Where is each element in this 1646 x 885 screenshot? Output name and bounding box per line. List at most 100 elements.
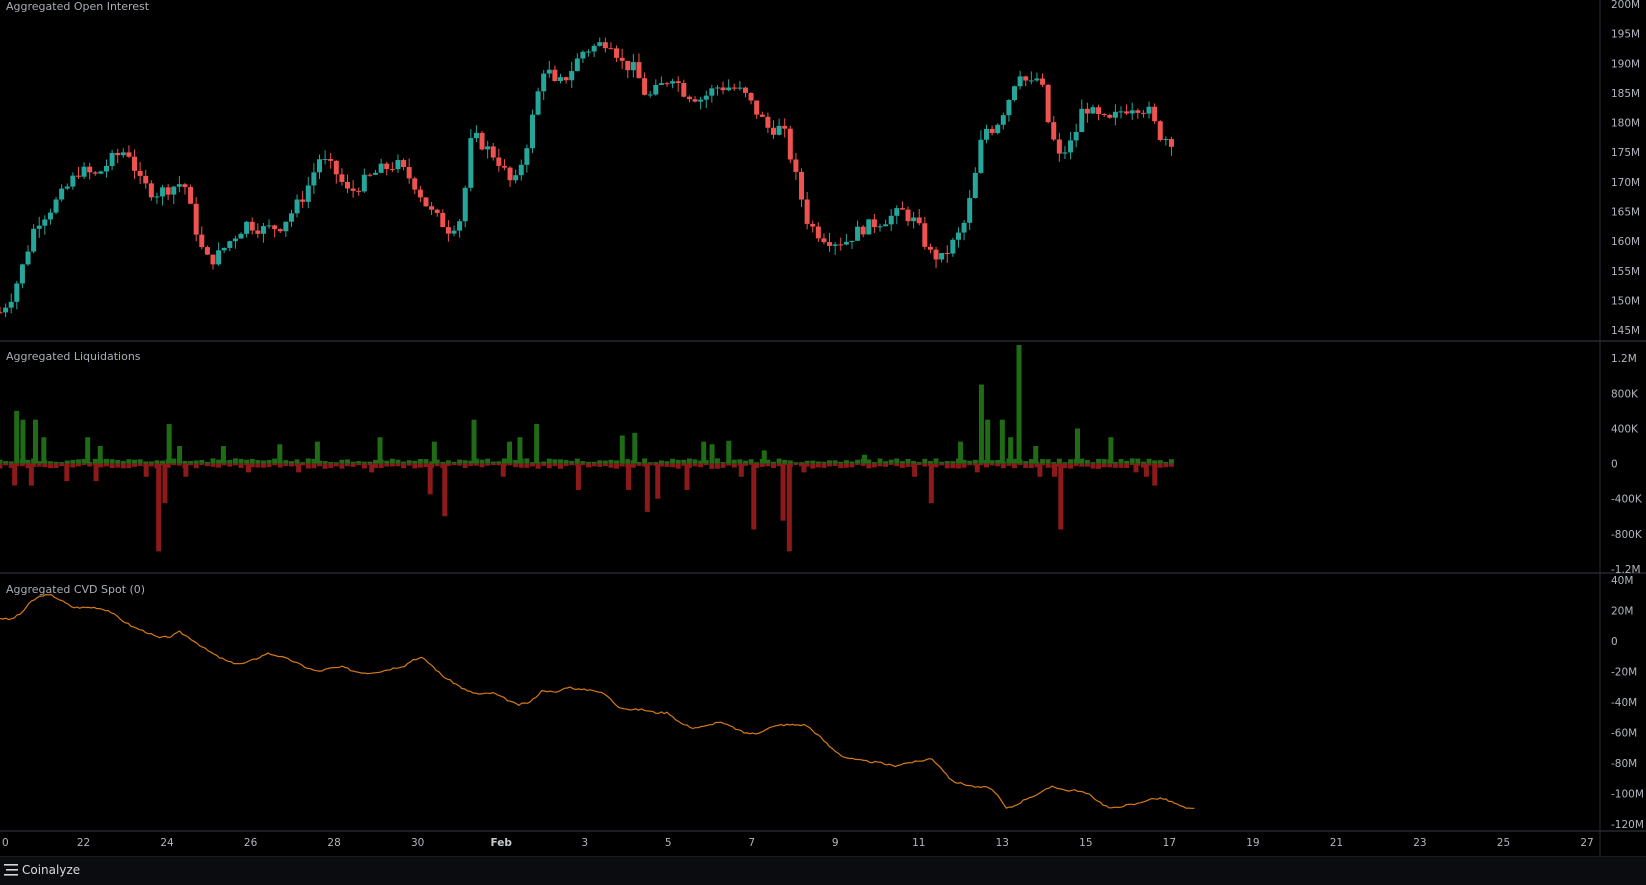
x-axis-label: 13 <box>996 837 1009 849</box>
liq-long-bar <box>373 459 379 464</box>
oi-candle <box>681 82 687 97</box>
liq-long-bar <box>602 460 608 464</box>
liq-short-bar <box>183 463 189 477</box>
oi-candle <box>737 87 743 89</box>
oi-candle <box>899 208 905 210</box>
liq-long-bar <box>20 419 26 464</box>
oi-candle <box>995 124 1001 134</box>
liq-long-bar <box>41 437 47 464</box>
liq-short-bar <box>53 463 59 468</box>
oi-candle <box>406 167 412 179</box>
oi-candle <box>272 225 278 230</box>
liq-long-bar <box>804 460 810 464</box>
oi-candle <box>1112 111 1118 118</box>
liq-long-bar <box>703 460 709 464</box>
liq-long-bar <box>75 459 81 464</box>
liq-short-bar <box>815 463 821 468</box>
oi-candle <box>1062 152 1068 154</box>
oi-candle <box>832 244 838 246</box>
liq-long-bar <box>1108 437 1114 464</box>
liq-short-bar <box>770 463 776 468</box>
x-axis-label: Feb <box>490 837 512 849</box>
liq-long-bar <box>339 459 345 464</box>
liq-long-bar <box>490 461 496 464</box>
open-interest-title: Aggregated Open Interest <box>6 0 150 13</box>
liq-short-bar <box>1034 463 1040 468</box>
oi-candle <box>1107 114 1113 118</box>
liq-long-bar <box>670 458 676 464</box>
liq-long-bar <box>720 462 726 464</box>
oi-candle <box>31 228 37 252</box>
x-axis-label: 15 <box>1079 837 1092 849</box>
liq-long-bar <box>1118 459 1124 464</box>
liq-long-bar <box>1051 462 1057 464</box>
liq-y-tick-label: 1.2M <box>1611 353 1637 365</box>
oi-candle <box>983 128 989 140</box>
oi-candle <box>714 87 720 89</box>
brand-logo[interactable]: Coinalyze <box>4 863 80 877</box>
liq-long-bar <box>171 458 177 464</box>
liq-long-bar <box>742 460 748 464</box>
oi-candle <box>939 253 945 260</box>
liq-long-bar <box>1028 459 1034 464</box>
oi-candle <box>25 251 31 265</box>
liq-long-bar <box>429 461 435 464</box>
liq-long-bar <box>810 460 816 464</box>
liq-short-bar <box>974 463 980 473</box>
liq-long-bar <box>1140 461 1146 464</box>
liq-long-bar <box>821 461 827 464</box>
liq-long-bar <box>580 461 586 464</box>
liq-short-bar <box>204 463 210 467</box>
liq-short-bar <box>98 463 104 468</box>
liq-short-bar <box>575 463 581 490</box>
oi-candle <box>698 99 704 102</box>
oi-candle <box>1090 107 1096 114</box>
liq-short-bar <box>232 463 238 466</box>
liq-long-bar <box>653 462 659 464</box>
liq-short-bar <box>266 463 272 468</box>
liq-long-bar <box>406 460 412 464</box>
liq-short-bar <box>115 463 121 468</box>
oi-candle <box>748 92 754 101</box>
liq-long-bar <box>322 461 328 464</box>
oi-candle <box>558 77 564 82</box>
oi-candle <box>490 146 496 158</box>
x-axis-label: 25 <box>1497 837 1510 849</box>
oi-candle <box>518 164 524 176</box>
liq-long-bar <box>115 459 121 464</box>
liq-short-bar <box>793 463 799 465</box>
oi-candle <box>1000 115 1006 125</box>
oi-candle <box>462 187 468 222</box>
liq-long-bar <box>625 459 631 464</box>
oi-candle <box>692 99 698 102</box>
oi-candle <box>552 69 558 82</box>
liq-long-bar <box>877 458 883 464</box>
oi-candle <box>193 203 199 235</box>
liq-short-bar <box>156 463 162 552</box>
liq-short-bar <box>780 463 786 521</box>
liq-short-bar <box>445 463 451 466</box>
liq-short-bar <box>1133 463 1139 473</box>
oi-candle <box>47 212 53 220</box>
liq-short-bar <box>25 463 31 469</box>
liq-short-bar <box>103 463 109 467</box>
oi-candle <box>277 229 283 232</box>
oi-candle <box>978 139 984 173</box>
liq-long-bar <box>8 461 14 464</box>
liq-short-bar <box>283 463 289 467</box>
liq-long-bar <box>471 419 477 464</box>
liq-short-bar <box>855 463 861 465</box>
liq-short-bar <box>883 463 889 467</box>
liq-short-bar <box>328 463 334 468</box>
liq-short-bar <box>238 463 244 468</box>
liq-short-bar <box>832 463 838 467</box>
liq-long-bar <box>210 458 216 464</box>
x-axis-label: 30 <box>411 837 424 849</box>
liq-long-bar <box>698 460 704 464</box>
liq-long-bar <box>726 440 732 464</box>
oi-y-tick-label: 155M <box>1611 266 1640 278</box>
oi-candle <box>580 51 586 59</box>
liq-short-bar <box>457 463 463 466</box>
oi-candle <box>933 249 939 260</box>
